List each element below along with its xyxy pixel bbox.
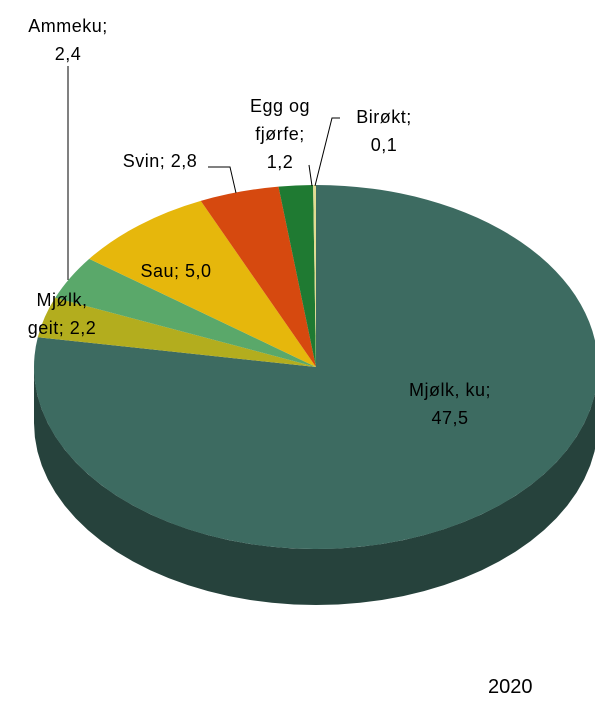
label-category: Egg og fjørfe xyxy=(249,96,311,144)
label-category: Sau xyxy=(140,261,174,281)
label-value: 47,5 xyxy=(431,408,469,428)
data-label: Egg og fjørfe; 1,2 xyxy=(245,92,315,176)
data-label: Birøkt; 0,1 xyxy=(344,103,424,159)
leader-line xyxy=(314,117,340,187)
label-separator: ; xyxy=(58,318,65,338)
label-category: Svin xyxy=(122,151,160,171)
label-category: Mjølk, ku xyxy=(408,380,486,400)
data-label: Ammeku; 2,4 xyxy=(27,12,109,68)
label-separator: ; xyxy=(159,151,166,171)
slice xyxy=(278,185,316,367)
data-label: Mjølk, geit; 2,2 xyxy=(17,286,107,342)
label-separator: ; xyxy=(406,107,412,127)
label-separator: ; xyxy=(485,380,491,400)
caption: 2020 xyxy=(488,676,533,698)
slice xyxy=(34,185,595,549)
label-category: Ammeku xyxy=(28,16,103,36)
slice xyxy=(313,185,316,367)
data-label: Svin; 2,8 xyxy=(100,147,220,175)
label-value: 2,4 xyxy=(54,44,82,64)
leader-line xyxy=(308,164,313,187)
label-value: 2,2 xyxy=(69,318,97,338)
data-label: Mjølk, ku; 47,5 xyxy=(400,376,500,432)
slice xyxy=(89,200,316,367)
label-category: Birøkt xyxy=(356,107,407,127)
label-separator: ; xyxy=(299,124,305,144)
label-value: 1,2 xyxy=(266,152,294,172)
label-value: 2,8 xyxy=(170,151,198,171)
slice xyxy=(37,297,316,367)
slice xyxy=(55,258,316,367)
label-separator: ; xyxy=(173,261,180,281)
slice xyxy=(200,186,316,367)
label-separator: ; xyxy=(102,16,108,36)
label-category: Mjølk, geit xyxy=(27,290,88,338)
leader-line xyxy=(208,166,237,194)
label-value: 0,1 xyxy=(370,135,398,155)
data-label: Sau; 5,0 xyxy=(111,257,241,285)
slice-side xyxy=(34,367,595,605)
label-value: 5,0 xyxy=(185,261,212,281)
